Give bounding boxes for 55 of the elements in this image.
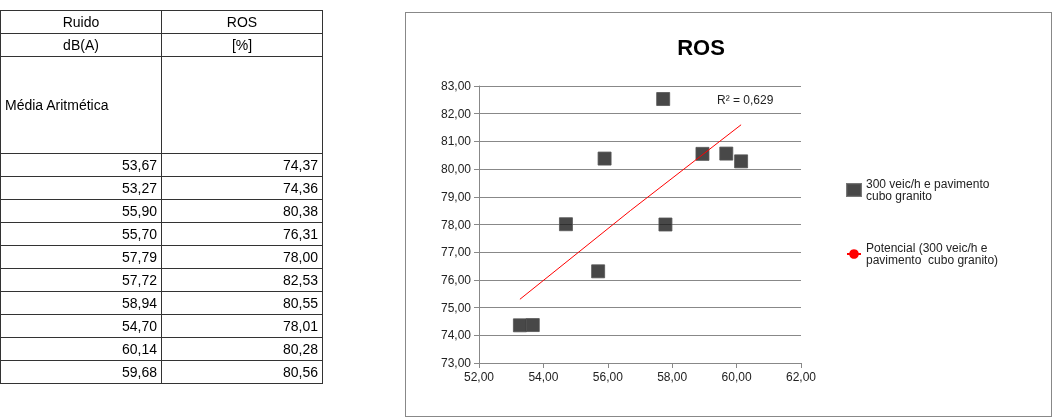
text: 74,36 xyxy=(161,176,323,200)
annotation: R² = 0,629 xyxy=(717,93,774,107)
text: Média Aritmética xyxy=(0,56,162,154)
x-tick-label: 52,00 xyxy=(463,370,495,384)
text: 53,27 xyxy=(0,176,162,200)
y-tick-label: 75,00 xyxy=(440,300,472,315)
point xyxy=(734,154,749,169)
text: 59,68 xyxy=(0,360,162,384)
y-tick-label: 82,00 xyxy=(440,106,472,121)
text: dB(A) xyxy=(0,33,162,57)
y-tick-label: 74,00 xyxy=(440,328,472,343)
text: 57,79 xyxy=(0,245,162,269)
text: 80,55 xyxy=(161,291,323,315)
point xyxy=(597,151,612,166)
point xyxy=(558,217,573,232)
y-tick-label: 81,00 xyxy=(440,134,472,149)
text: 80,28 xyxy=(161,337,323,361)
y-tick-label: 79,00 xyxy=(440,189,472,204)
legend-label: Potencial (300 veic/h e pavimento cubo granito) xyxy=(866,241,999,267)
text: [%] xyxy=(161,33,323,57)
text: 76,31 xyxy=(161,222,323,246)
text: 74,37 xyxy=(161,153,323,177)
text: 53,67 xyxy=(0,153,162,177)
point xyxy=(658,217,673,232)
y-tick-label: 78,00 xyxy=(440,217,472,232)
x-tick-label: 56,00 xyxy=(592,370,624,384)
y-tick-label: 73,00 xyxy=(440,356,472,370)
text: Ruido xyxy=(0,10,162,34)
text: 55,70 xyxy=(0,222,162,246)
point xyxy=(525,318,540,333)
x-tick-label: 62,00 xyxy=(785,370,817,384)
point xyxy=(719,146,734,161)
y-tick-label: 80,00 xyxy=(440,162,472,177)
text: 82,53 xyxy=(161,268,323,292)
text: 78,01 xyxy=(161,314,323,338)
text: 55,90 xyxy=(0,199,162,223)
text: 78,00 xyxy=(161,245,323,269)
text: 80,56 xyxy=(161,360,323,384)
text: 60,14 xyxy=(0,337,162,361)
text: 54,70 xyxy=(0,314,162,338)
point xyxy=(591,264,606,279)
point xyxy=(656,92,671,107)
x-tick-label: 58,00 xyxy=(657,370,688,384)
text: ROS xyxy=(161,10,323,34)
y-tick-label: 77,00 xyxy=(440,245,472,260)
text: 57,72 xyxy=(0,268,162,292)
chart-title: ROS xyxy=(677,34,725,60)
legend-label: 300 veic/h e pavimento cubo granito xyxy=(866,177,993,203)
text: 80,38 xyxy=(161,199,323,223)
y-tick-label: 83,00 xyxy=(440,79,472,93)
x-tick-label: 60,00 xyxy=(721,370,752,384)
y-tick-label: 76,00 xyxy=(440,272,472,287)
point xyxy=(512,318,527,333)
text: 58,94 xyxy=(0,291,162,315)
x-tick-label: 54,00 xyxy=(528,370,559,384)
